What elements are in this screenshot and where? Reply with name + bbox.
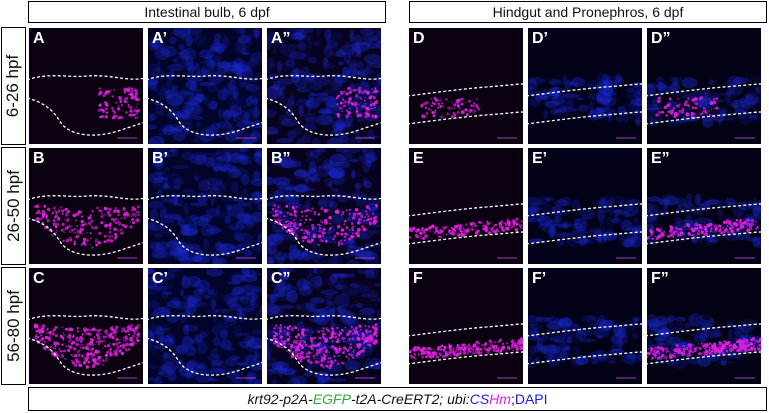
micrograph-image <box>148 28 262 144</box>
micrograph-image <box>29 148 143 264</box>
panel-label: C” <box>271 270 291 287</box>
caption-egfp: EGFP <box>312 391 351 407</box>
micrograph-panel-1-3: E <box>409 148 523 264</box>
panel-label: A <box>33 30 45 47</box>
micrograph-image <box>267 148 381 264</box>
micrograph-image <box>267 28 381 144</box>
micrograph-panel-2-4: F’ <box>528 268 642 384</box>
micrograph-panel-0-5: D” <box>647 28 761 144</box>
micrograph-image <box>148 268 262 384</box>
micrograph-image <box>528 148 642 264</box>
header-left-label: Intestinal bulb, 6 dpf <box>144 4 270 20</box>
row-label-1-text: 6-26 hpf <box>3 54 23 118</box>
micrograph-image <box>528 268 642 384</box>
micrograph-image <box>647 28 761 144</box>
row-label-2-text: 26-50 hpf <box>3 170 23 242</box>
caption-dapi: DAPI <box>514 391 548 407</box>
panel-label: F” <box>651 270 669 287</box>
micrograph-image <box>528 28 642 144</box>
panel-label: F <box>413 270 423 287</box>
genotype-caption: krt92-p2A- EGFP -t2A-CreERT2; ubi: CS Hm; DA… <box>28 387 767 411</box>
micrograph-image <box>29 268 143 384</box>
micrograph-image <box>409 148 523 264</box>
header-hindgut-pronephros: Hindgut and Pronephros, 6 dpf <box>409 1 767 23</box>
panel-label: D <box>413 30 425 47</box>
micrograph-panel-2-1: C’ <box>148 268 262 384</box>
panel-label: B <box>33 150 45 167</box>
micrograph-panel-1-5: E” <box>647 148 761 264</box>
micrograph-panel-2-5: F” <box>647 268 761 384</box>
panel-label: B’ <box>152 150 168 167</box>
micrograph-panel-0-2: A” <box>267 28 381 144</box>
panel-label: C’ <box>152 270 168 287</box>
panel-label: D” <box>651 30 671 47</box>
micrograph-image <box>409 268 523 384</box>
panel-label: E” <box>651 150 670 167</box>
row-label-1: 6-26 hpf <box>1 27 26 145</box>
micrograph-panel-0-3: D <box>409 28 523 144</box>
micrograph-image <box>647 148 761 264</box>
panel-label: A” <box>271 30 291 47</box>
header-intestinal-bulb: Intestinal bulb, 6 dpf <box>28 1 386 23</box>
micrograph-panel-1-0: B <box>29 148 143 264</box>
caption-part-1: krt92-p2A- <box>247 391 313 407</box>
micrograph-panel-0-4: D’ <box>528 28 642 144</box>
micrograph-panel-2-3: F <box>409 268 523 384</box>
row-label-3-text: 56-80 hpf <box>3 290 23 362</box>
caption-part-3: -t2A-CreERT2; ubi: <box>350 391 470 407</box>
caption-hm: Hm <box>489 391 511 407</box>
panel-label: B” <box>271 150 291 167</box>
micrograph-panel-0-0: A <box>29 28 143 144</box>
micrograph-panel-0-1: A’ <box>148 28 262 144</box>
micrograph-panel-1-2: B” <box>267 148 381 264</box>
panel-label: E’ <box>532 150 548 167</box>
micrograph-panel-2-2: C” <box>267 268 381 384</box>
panel-label: A’ <box>152 30 168 47</box>
panel-label: E <box>413 150 424 167</box>
micrograph-panel-2-0: C <box>29 268 143 384</box>
micrograph-image <box>29 28 143 144</box>
row-label-2: 26-50 hpf <box>1 147 26 265</box>
panel-label: D’ <box>532 30 548 47</box>
micrograph-panel-1-1: B’ <box>148 148 262 264</box>
caption-separator: ; <box>510 391 515 407</box>
micrograph-image <box>647 268 761 384</box>
panel-label: C <box>33 270 45 287</box>
caption-cs: CS <box>469 391 490 407</box>
header-right-label: Hindgut and Pronephros, 6 dpf <box>492 4 684 20</box>
micrograph-image <box>148 148 262 264</box>
panel-label: F’ <box>532 270 547 287</box>
micrograph-image <box>267 268 381 384</box>
row-label-3: 56-80 hpf <box>1 267 26 385</box>
micrograph-panel-1-4: E’ <box>528 148 642 264</box>
micrograph-image <box>409 28 523 144</box>
